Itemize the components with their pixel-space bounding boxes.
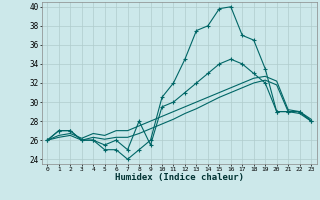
- X-axis label: Humidex (Indice chaleur): Humidex (Indice chaleur): [115, 173, 244, 182]
